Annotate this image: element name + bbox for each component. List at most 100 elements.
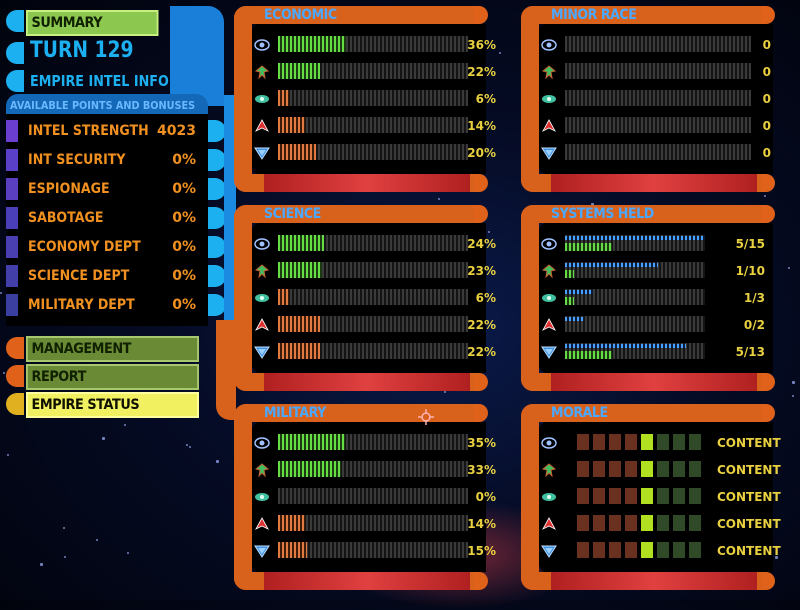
points-row-label: INTEL STRENGTH: [28, 123, 149, 139]
morale-title: MORALE: [551, 405, 608, 421]
summary-button[interactable]: SUMMARY: [26, 10, 159, 36]
summary-cap: [6, 10, 24, 32]
science-bar-fill: [278, 235, 324, 251]
minor-race-frame-top-cap: [761, 6, 775, 24]
star: [6, 453, 9, 456]
morale-level-cell: [641, 515, 653, 531]
points-row-value: 0%: [172, 239, 196, 255]
science-percent-label: 23%: [467, 264, 496, 278]
minor-race-frame-top: [521, 6, 761, 24]
minor-race-title: MINOR RACE: [551, 7, 637, 23]
star: [123, 424, 126, 427]
minor-race-frame-bottom-cap: [761, 174, 775, 192]
row-marker: [6, 207, 18, 229]
management-button[interactable]: MANAGEMENT: [26, 336, 199, 362]
science-panel: SCIENCE 24% 23% 6% 22% 22%: [234, 205, 504, 391]
military-title: MILITARY: [264, 405, 326, 421]
star: [2, 371, 5, 374]
star: [591, 202, 595, 206]
report-button[interactable]: REPORT: [26, 364, 199, 390]
military-frame-bottom-cap: [474, 572, 488, 590]
row-adjust-button[interactable]: [208, 236, 226, 258]
klingon-emblem-icon: [254, 516, 270, 530]
points-header-bar: [6, 94, 208, 114]
systems-held-fill: [565, 351, 612, 359]
turn-cap: [6, 42, 24, 64]
star: [66, 41, 69, 44]
star: [62, 527, 65, 530]
morale-level-cell: [609, 542, 621, 558]
star: [101, 437, 105, 441]
klingon-emblem-icon: [541, 118, 557, 132]
systems-held-total-bar: [565, 344, 686, 348]
science-bar-fill: [278, 262, 322, 278]
points-row-value: 4023: [157, 123, 196, 139]
military-frame-top-cap: [474, 404, 488, 422]
star: [96, 539, 99, 542]
star: [40, 563, 44, 567]
economic-percent-label: 22%: [467, 65, 496, 79]
morale-level-cell: [577, 542, 589, 558]
systems-held-panel: SYSTEMS HELD 5/15 1/10 1/3 0/2 5/13: [521, 205, 791, 391]
military-bar-track: [278, 488, 468, 504]
systems-held-total-bar: [565, 317, 584, 321]
cardassian-emblem-icon: [541, 462, 557, 478]
points-row-label: SCIENCE DEPT: [28, 268, 130, 284]
row-adjust-button[interactable]: [208, 149, 226, 171]
morale-level-cell: [657, 461, 669, 477]
klingon-emblem-icon: [541, 317, 557, 331]
military-percent-label: 0%: [475, 490, 496, 504]
star: [764, 194, 767, 197]
systems-held-bar-track: [565, 343, 705, 359]
systems-held-total-bar: [565, 263, 658, 267]
empire-intel-info-label: EMPIRE INTEL INFO: [30, 72, 169, 90]
points-row-value: 0%: [172, 297, 196, 313]
systems-held-total-bar: [565, 290, 593, 294]
systems-held-bar-track: [565, 235, 705, 251]
minor-race-count: 0: [762, 146, 771, 160]
science-bar-fill: [278, 343, 320, 359]
morale-level-cell: [657, 515, 669, 531]
morale-level-cell: [689, 542, 701, 558]
morale-status-label: CONTENT: [717, 544, 781, 558]
klingon-emblem-icon: [254, 118, 270, 132]
science-frame-bottom-cap: [474, 373, 488, 391]
row-marker: [6, 265, 18, 287]
science-bar-track: [278, 289, 468, 305]
empire-status-button[interactable]: EMPIRE STATUS: [26, 392, 199, 418]
row-adjust-button[interactable]: [208, 178, 226, 200]
morale-level-cell: [673, 542, 685, 558]
federation-emblem-icon: [254, 236, 270, 250]
systems-held-fill: [565, 243, 612, 251]
romulan-emblem-icon: [541, 344, 557, 359]
star: [488, 230, 491, 233]
morale-status-label: CONTENT: [717, 436, 781, 450]
row-adjust-button[interactable]: [208, 207, 226, 229]
morale-level-cell: [609, 515, 621, 531]
morale-frame-bottom-cap: [761, 572, 775, 590]
minor-race-count: 0: [762, 119, 771, 133]
systems-held-status-bar: [551, 373, 757, 391]
minor-race-bar-track: [565, 144, 751, 160]
row-adjust-button[interactable]: [208, 120, 226, 142]
morale-level-cell: [593, 461, 605, 477]
row-adjust-button[interactable]: [208, 294, 226, 316]
science-bar-track: [278, 343, 468, 359]
economic-bar-track: [278, 90, 468, 106]
morale-status-label: CONTENT: [717, 463, 781, 477]
morale-frame-top-cap: [761, 404, 775, 422]
morale-status-label: CONTENT: [717, 517, 781, 531]
military-percent-label: 33%: [467, 463, 496, 477]
morale-level-cell: [689, 461, 701, 477]
morale-level-cell: [625, 434, 637, 450]
minor-race-count: 0: [762, 92, 771, 106]
science-percent-label: 22%: [467, 345, 496, 359]
morale-panel: MORALE CONTENT CONTENT CONTENT CONTENT CONTEN…: [521, 404, 791, 590]
row-adjust-button[interactable]: [208, 265, 226, 287]
morale-level-cell: [689, 488, 701, 504]
cardassian-emblem-icon: [254, 263, 270, 279]
minor-race-bar-track: [565, 90, 751, 106]
federation-emblem-icon: [541, 37, 557, 51]
star: [499, 51, 502, 54]
economic-bar-track: [278, 144, 468, 160]
